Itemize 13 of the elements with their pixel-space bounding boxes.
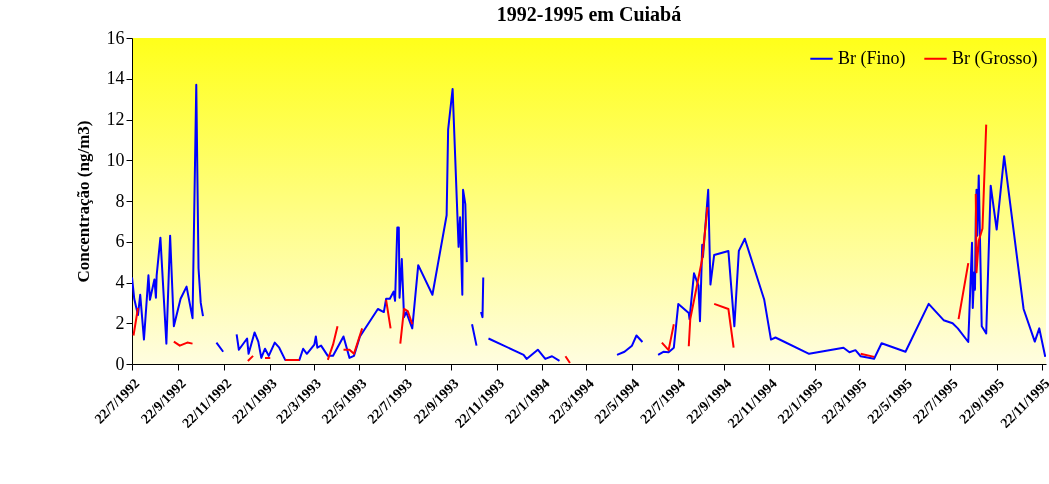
y-tick-label: 0 xyxy=(115,353,125,374)
y-tick-label: 10 xyxy=(106,149,125,170)
y-tick-label: 6 xyxy=(115,231,125,252)
y-tick-label: 8 xyxy=(115,190,125,211)
y-tick-label: 14 xyxy=(106,68,125,89)
y-axis-title: Concentração (ng/m3) xyxy=(73,120,93,283)
chart-title: 1992-1995 em Cuiabá xyxy=(496,3,682,25)
y-tick-label: 2 xyxy=(115,312,125,333)
legend-label: Br (Grosso) xyxy=(952,47,1038,69)
legend-label: Br (Fino) xyxy=(838,47,906,69)
y-tick-label: 12 xyxy=(106,109,125,129)
y-tick-label: 16 xyxy=(106,27,125,48)
y-tick-label: 4 xyxy=(115,272,125,292)
